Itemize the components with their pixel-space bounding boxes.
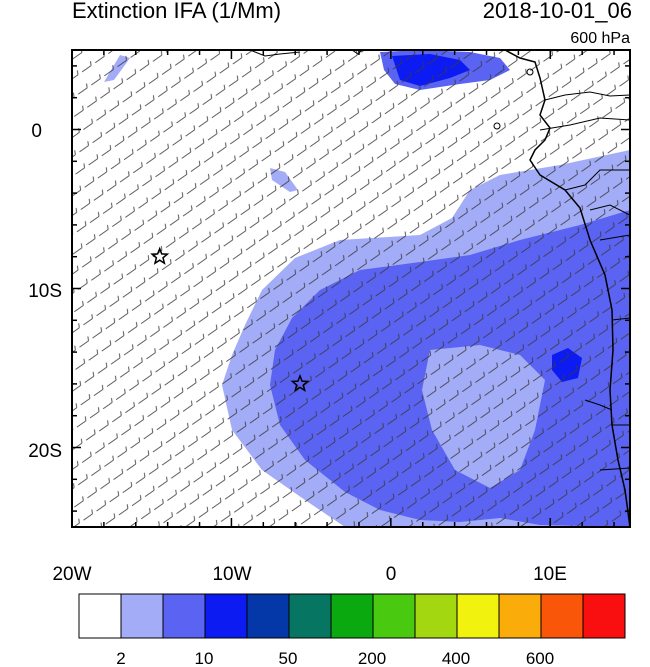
- coastline-north: [249, 50, 363, 57]
- colorbar-box: [288, 593, 332, 639]
- star-marker-1: [150, 246, 170, 265]
- station-markers: [150, 246, 310, 393]
- colorbar: [78, 593, 626, 639]
- x-tick-label: 10E: [533, 564, 567, 585]
- island: [493, 122, 501, 130]
- axis-ticks: [71, 50, 630, 527]
- wind-barbs: [72, 50, 630, 527]
- colorbar-label: 2: [116, 649, 125, 667]
- country-borders: [539, 91, 630, 471]
- colorbar-box: [414, 593, 458, 639]
- colorbar-label: 400: [442, 649, 470, 667]
- plot-area: [72, 50, 630, 527]
- colorbar-box: [120, 593, 164, 639]
- x-tick-label: 0: [386, 564, 397, 585]
- map-title: Extinction IFA (1/Mm): [72, 0, 282, 23]
- colorbar-box: [456, 593, 500, 639]
- colorbar-box: [78, 593, 122, 639]
- y-tick-label: 20S: [28, 441, 62, 462]
- colorbar-box: [246, 593, 290, 639]
- colorbar-box: [582, 593, 626, 639]
- datetime-label: 2018-10-01_06: [482, 0, 632, 23]
- coastline-africa: [504, 50, 630, 527]
- y-tick-label: 10S: [28, 281, 62, 302]
- x-tick-label: 20W: [52, 564, 91, 585]
- colorbar-box: [498, 593, 542, 639]
- colorbar-box: [162, 593, 206, 639]
- island: [526, 68, 534, 76]
- x-tick-label: 10W: [212, 564, 251, 585]
- colorbar-label: 10: [195, 649, 214, 667]
- colorbar-box: [204, 593, 248, 639]
- colorbar-box: [372, 593, 416, 639]
- pressure-level-label: 600 hPa: [570, 30, 630, 47]
- y-tick-label: 0: [31, 121, 42, 142]
- colorbar-box: [540, 593, 584, 639]
- colorbar-label: 50: [279, 649, 298, 667]
- colorbar-box: [330, 593, 374, 639]
- colorbar-label: 200: [358, 649, 386, 667]
- colorbar-label: 600: [526, 649, 554, 667]
- star-marker-2: [290, 373, 310, 393]
